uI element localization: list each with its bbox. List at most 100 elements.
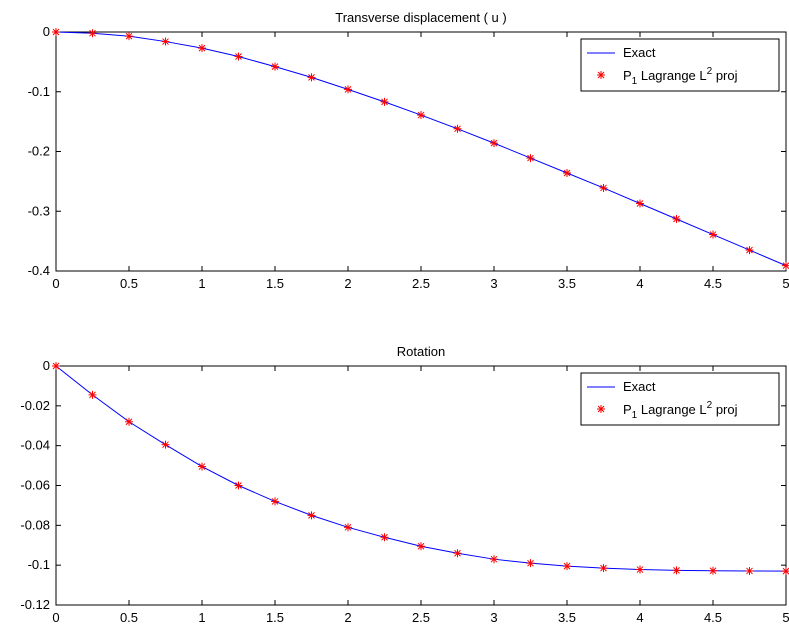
data-point-marker bbox=[672, 215, 681, 224]
legend-label-exact: Exact bbox=[623, 379, 656, 394]
legend-text-part: 1 bbox=[632, 410, 638, 421]
data-point-marker bbox=[344, 523, 352, 532]
data-point-marker bbox=[161, 440, 170, 449]
y-tick-label: -0.12 bbox=[20, 597, 50, 612]
y-tick-label: -0.08 bbox=[20, 517, 50, 532]
legend-text-part: Lagrange L bbox=[637, 68, 706, 83]
x-tick-label: 5 bbox=[782, 276, 789, 291]
x-tick-label: 0 bbox=[52, 276, 59, 291]
x-tick-label: 1 bbox=[198, 610, 205, 625]
x-tick-label: 2 bbox=[344, 276, 351, 291]
data-point-marker bbox=[161, 37, 170, 46]
data-point-marker bbox=[453, 124, 462, 133]
x-tick-label: 2.5 bbox=[412, 610, 430, 625]
data-point-marker bbox=[52, 28, 60, 36]
data-point-marker bbox=[52, 362, 60, 370]
data-point-marker bbox=[88, 390, 97, 399]
x-tick-label: 3 bbox=[490, 610, 497, 625]
y-tick-label: -0.06 bbox=[20, 478, 50, 493]
data-point-marker bbox=[380, 97, 389, 106]
y-tick-label: -0.1 bbox=[28, 557, 50, 572]
data-point-marker bbox=[271, 497, 279, 506]
data-point-marker bbox=[599, 183, 608, 192]
data-point-marker bbox=[782, 261, 789, 270]
data-point-marker bbox=[307, 73, 316, 82]
legend-text-part: P bbox=[623, 402, 632, 417]
data-point-marker bbox=[88, 29, 97, 38]
data-point-marker bbox=[672, 566, 681, 575]
data-point-marker bbox=[709, 230, 717, 239]
legend-text-part: proj bbox=[712, 68, 737, 83]
legend-marker-swatch bbox=[597, 71, 605, 79]
data-point-marker bbox=[307, 511, 316, 520]
legend: Exact P1 Lagrange L2 proj bbox=[580, 372, 780, 426]
legend-box bbox=[580, 372, 780, 426]
y-tick-label: -0.1 bbox=[28, 84, 50, 99]
x-tick-label: 4.5 bbox=[704, 610, 722, 625]
subplot-2: Rotation 0 0.5 1 1.5 2 2.5 3 3.5 4 4.5 5 0 -0.02 -0.04… bbox=[20, 344, 789, 625]
legend: Exact P1 Lagrange L2 proj bbox=[580, 38, 780, 92]
x-tick-label: 4.5 bbox=[704, 276, 722, 291]
data-point-marker bbox=[234, 52, 243, 61]
legend-text-part: 2 bbox=[707, 400, 713, 411]
legend-label-projection: P1 Lagrange L2 proj bbox=[623, 400, 738, 421]
x-tick-label: 4 bbox=[636, 610, 643, 625]
chart-title: Rotation bbox=[397, 344, 445, 359]
data-point-marker bbox=[380, 533, 389, 542]
y-tick-label: -0.02 bbox=[20, 398, 50, 413]
data-point-marker bbox=[453, 549, 462, 558]
x-tick-label: 2.5 bbox=[412, 276, 430, 291]
legend-text-part: 2 bbox=[707, 66, 713, 77]
data-point-marker bbox=[782, 567, 789, 576]
data-point-marker bbox=[125, 417, 133, 426]
chart-title: Transverse displacement ( u ) bbox=[335, 10, 506, 25]
data-point-marker bbox=[563, 169, 571, 178]
data-point-marker bbox=[563, 562, 571, 571]
data-point-marker bbox=[599, 564, 608, 573]
data-point-marker bbox=[198, 44, 206, 53]
data-point-marker bbox=[636, 565, 644, 574]
x-tick-label: 3 bbox=[490, 276, 497, 291]
legend-text-part: Lagrange L bbox=[637, 402, 706, 417]
x-tick-label: 0.5 bbox=[120, 610, 138, 625]
data-point-marker bbox=[417, 111, 425, 120]
x-tick-label: 3.5 bbox=[558, 610, 576, 625]
x-tick-label: 0.5 bbox=[120, 276, 138, 291]
legend-text-part: 1 bbox=[632, 76, 638, 87]
data-point-marker bbox=[417, 542, 425, 551]
x-tick-label: 0 bbox=[52, 610, 59, 625]
legend-box bbox=[580, 38, 780, 92]
y-tick-label: 0 bbox=[43, 358, 50, 373]
legend-label-exact: Exact bbox=[623, 45, 656, 60]
data-point-marker bbox=[636, 199, 644, 208]
y-tick-label: -0.2 bbox=[28, 144, 50, 159]
legend-label-projection: P1 Lagrange L2 proj bbox=[623, 66, 738, 87]
x-tick-label: 1.5 bbox=[266, 610, 284, 625]
legend-marker-swatch bbox=[597, 405, 605, 413]
y-tick-label: -0.3 bbox=[28, 203, 50, 218]
x-tick-label: 4 bbox=[636, 276, 643, 291]
legend-text-part: proj bbox=[712, 402, 737, 417]
data-point-marker bbox=[490, 139, 498, 148]
x-tick-label: 1.5 bbox=[266, 276, 284, 291]
y-tick-label: -0.04 bbox=[20, 438, 50, 453]
x-tick-label: 1 bbox=[198, 276, 205, 291]
x-tick-label: 5 bbox=[782, 610, 789, 625]
y-tick-label: 0 bbox=[43, 24, 50, 39]
data-point-marker bbox=[526, 154, 535, 163]
data-point-marker bbox=[125, 32, 133, 41]
data-point-marker bbox=[526, 559, 535, 568]
data-point-marker bbox=[234, 481, 243, 490]
x-tick-label: 3.5 bbox=[558, 276, 576, 291]
data-point-marker bbox=[271, 62, 279, 71]
data-point-marker bbox=[344, 85, 352, 94]
legend-text-part: P bbox=[623, 68, 632, 83]
data-point-marker bbox=[709, 566, 717, 575]
data-point-marker bbox=[198, 462, 206, 471]
data-point-marker bbox=[490, 555, 498, 564]
subplot-1: Transverse displacement ( u ) 0 0.5 1 1.5 2 2.… bbox=[28, 10, 789, 291]
y-tick-label: -0.4 bbox=[28, 263, 50, 278]
data-point-marker bbox=[745, 246, 754, 255]
x-tick-label: 2 bbox=[344, 610, 351, 625]
